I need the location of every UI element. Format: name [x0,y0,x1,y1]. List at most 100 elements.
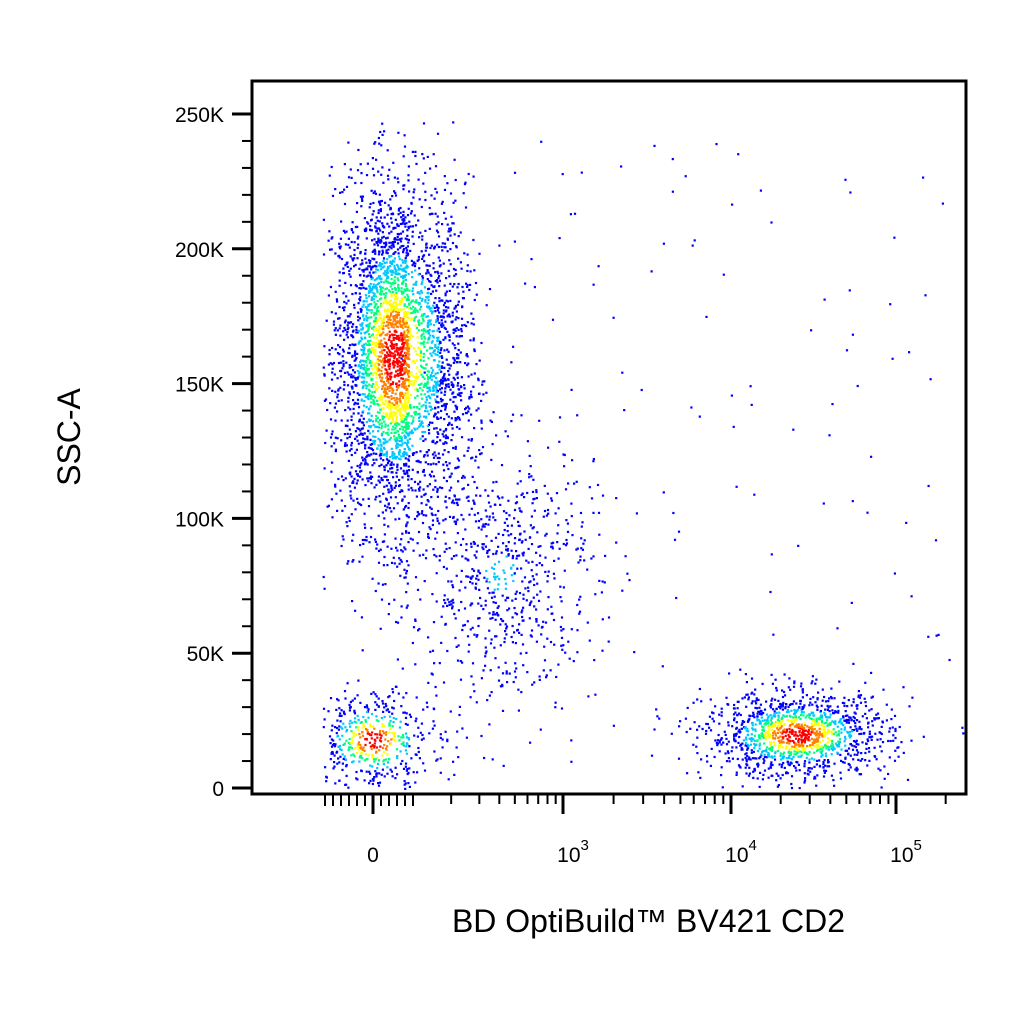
event-dot [472,238,475,242]
event-dot [379,241,382,244]
event-dot [442,309,445,312]
event-dot [351,699,354,702]
event-dot [854,712,857,715]
event-dot [412,305,415,308]
event-dot [383,475,386,478]
event-dot [727,724,730,727]
event-dot [349,267,352,270]
event-dot [373,486,376,489]
event-dot [422,320,425,323]
event-dot [874,732,877,735]
event-dot [424,229,427,232]
event-dot [820,714,824,717]
event-dot [426,270,429,273]
event-dot [357,427,360,431]
event-dot [344,264,347,267]
event-dot [367,274,370,277]
event-dot [428,432,431,435]
event-dot [758,722,761,725]
event-dot [372,779,375,782]
event-dot [341,762,344,765]
event-dot [358,418,361,421]
event-dot [414,300,417,303]
event-dot [407,465,410,468]
event-dot [367,477,370,480]
event-dot [361,359,365,362]
event-dot [353,253,356,256]
event-dot [349,490,352,493]
event-dot [875,758,878,761]
event-dot [356,377,359,380]
event-dot [407,298,410,301]
event-dot [347,243,350,246]
event-dot [378,733,382,736]
event-dot [398,557,401,560]
event-dot [338,346,342,349]
event-dot [375,388,378,391]
event-dot [445,385,448,388]
event-dot [358,317,361,320]
event-dot [411,444,414,447]
event-dot [404,457,407,460]
event-dot [803,749,806,752]
event-dot [390,306,393,309]
event-dot [380,476,383,480]
event-dot [417,303,420,306]
event-dot [403,402,406,405]
event-dot [370,414,373,417]
event-dot [428,287,431,290]
event-dot [384,509,388,512]
event-dot [374,303,377,307]
event-dot [361,478,364,481]
event-dot [381,166,384,169]
event-dot [353,241,356,244]
event-dot [386,271,389,274]
event-dot [801,707,804,711]
event-dot [444,246,447,249]
event-dot [366,287,369,290]
event-dot [436,309,439,312]
event-dot [862,732,866,735]
event-dot [447,313,450,317]
event-dot [824,708,827,711]
event-dot [701,727,704,731]
event-dot [370,447,373,450]
event-dot [808,713,811,716]
event-dot [446,182,449,185]
event-dot [359,323,362,326]
event-dot [409,312,412,315]
event-dot [354,470,358,473]
event-dot [410,486,413,490]
event-dot [403,336,406,340]
event-dot [391,304,394,307]
event-dot [447,451,450,454]
event-dot [906,778,910,781]
event-dot [438,311,441,314]
event-dot [365,275,368,278]
event-dot [338,738,341,741]
event-dot [339,720,342,723]
event-dot [440,387,443,390]
event-dot [418,419,421,422]
event-dot [420,334,423,338]
event-dot [801,726,804,729]
event-dot [347,741,350,745]
event-dot [387,403,390,406]
event-dot [368,407,371,410]
event-dot [800,738,803,741]
event-dot [441,746,444,749]
event-dot [422,415,426,418]
event-dot [414,781,417,784]
event-dot [399,348,402,351]
event-dot [396,365,399,368]
event-dot [763,755,766,758]
event-dot [452,385,455,388]
event-dot [777,705,781,708]
event-dot [365,361,368,364]
event-dot [417,416,421,419]
event-dot [390,461,393,464]
event-dot [375,376,378,379]
event-dot [360,332,363,335]
event-dot [366,364,369,367]
event-dot [401,442,404,445]
